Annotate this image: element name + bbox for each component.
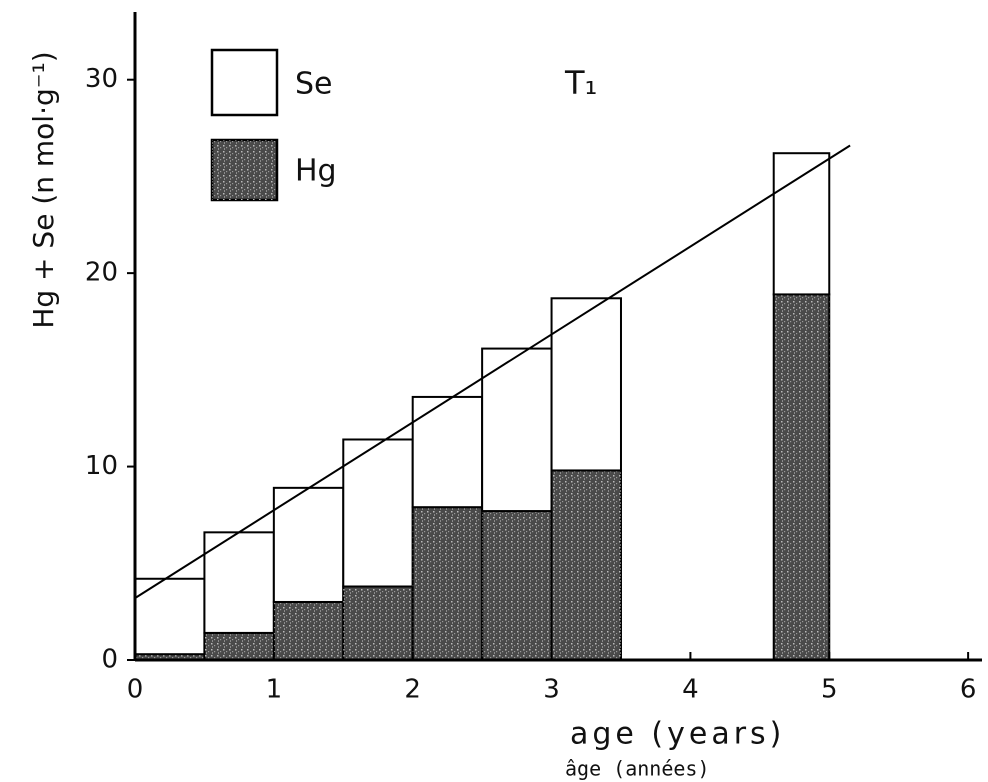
annotation: T₁ [564,64,597,102]
bar-texture [204,632,274,660]
legend-swatch-se [210,48,279,117]
x-tick-label: 1 [266,675,283,705]
bar-texture [551,470,621,660]
se-bar [411,395,484,509]
se-bar [342,438,414,588]
bar-texture [135,654,205,660]
bar-texture [273,601,344,660]
y-axis-title: Hg + Se (n mol·g⁻¹) [27,51,60,328]
x-tick-label: 2 [404,675,421,705]
legend-label: Se [295,67,333,102]
legend-label: Hg [295,154,337,189]
marks [134,144,851,662]
bar-texture [412,507,483,660]
se-bar [272,486,345,603]
y-tick-label: 10 [85,451,118,481]
legend-swatch-texture [212,140,277,200]
bar-texture [773,294,830,660]
bar-texture [482,511,552,660]
x-tick-label: 6 [960,675,977,705]
x-tick-label: 3 [543,675,560,705]
x-tick-label: 4 [682,675,699,705]
y-tick-label: 0 [101,645,118,675]
se-bar [550,297,622,472]
y-tick-label: 20 [85,258,118,288]
y-tick-label: 30 [85,64,118,94]
bar-texture [343,586,413,660]
x-axis-title: age (years) [570,717,785,752]
se-bar [772,152,831,296]
x-tick-label: 0 [127,675,144,705]
x-tick-label: 5 [821,675,838,705]
se-bar [134,577,206,656]
trend-line [134,144,851,599]
x-axis-title-fr: âge (années) [565,757,710,781]
se-bar [481,347,553,513]
